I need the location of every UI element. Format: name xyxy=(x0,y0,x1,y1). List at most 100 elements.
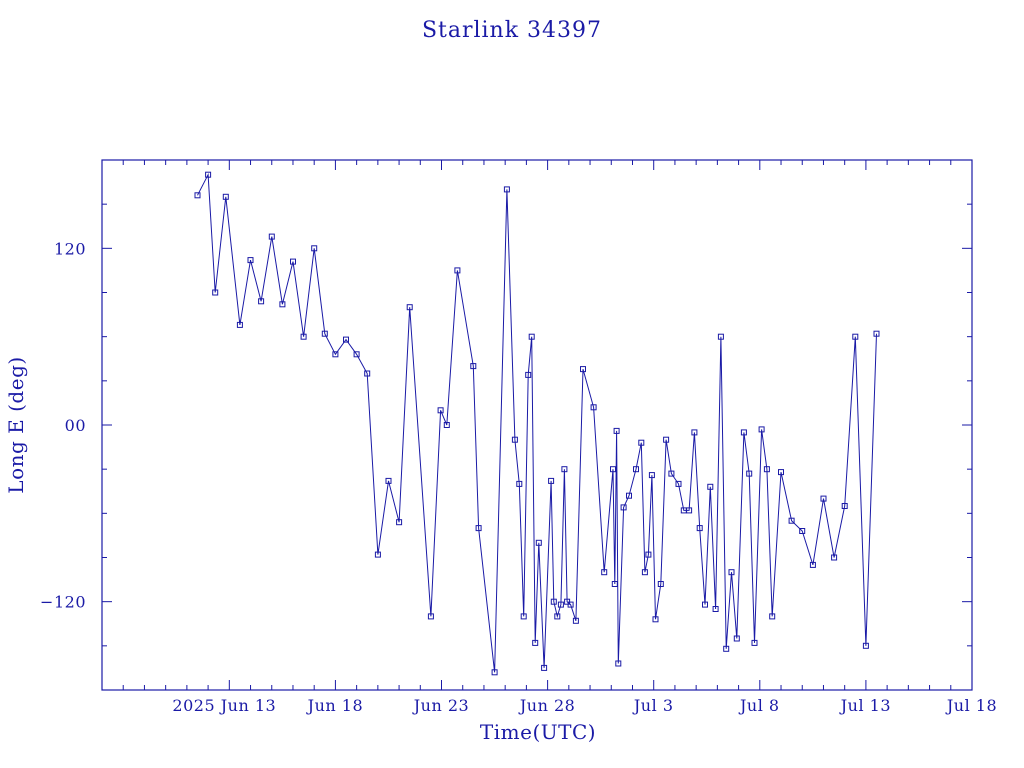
data-point xyxy=(648,472,655,479)
data-point xyxy=(353,351,360,358)
data-point xyxy=(332,351,339,358)
data-point xyxy=(194,192,201,199)
x-tick-label: Jul 8 xyxy=(738,696,780,715)
data-point xyxy=(758,426,765,433)
plot-frame xyxy=(101,159,973,691)
data-point xyxy=(763,466,770,473)
data-point xyxy=(541,664,548,671)
data-point xyxy=(561,466,568,473)
x-tick-label: Jul 3 xyxy=(632,696,674,715)
data-point xyxy=(525,371,532,378)
data-point xyxy=(615,660,622,667)
data-point xyxy=(746,470,753,477)
data-point xyxy=(712,606,719,612)
data-point xyxy=(535,539,542,546)
data-point xyxy=(374,551,381,558)
data-point xyxy=(503,186,510,193)
y-axis-label: Long E (deg) xyxy=(4,356,28,493)
data-point xyxy=(437,407,444,414)
x-tick-label: Jun 28 xyxy=(518,696,575,715)
series-line xyxy=(197,172,877,673)
data-point xyxy=(611,581,618,587)
data-point xyxy=(557,601,564,608)
data-point xyxy=(427,613,434,620)
data-point xyxy=(733,635,740,642)
data-point xyxy=(751,639,758,646)
data-point xyxy=(809,561,816,568)
x-tick-label: Jun 18 xyxy=(306,696,363,715)
data-point xyxy=(236,321,243,328)
data-point xyxy=(364,370,371,377)
data-point xyxy=(620,504,627,511)
data-point xyxy=(691,429,698,436)
data-point xyxy=(610,466,616,473)
data-point xyxy=(396,519,403,526)
data-point xyxy=(652,616,659,623)
data-point xyxy=(443,422,450,428)
data-point xyxy=(205,171,212,178)
data-point xyxy=(300,333,307,340)
data-point xyxy=(268,233,275,240)
data-point xyxy=(454,267,461,274)
data-point xyxy=(668,470,675,477)
x-axis-tick-labels: 2025 Jun 13 Jun 18 Jun 23 Jun 28 Jul 3 Jul 8 J… xyxy=(172,696,997,715)
data-point xyxy=(657,581,664,587)
data-point xyxy=(717,333,724,340)
y-tick-label: −120 xyxy=(40,593,86,612)
data-point xyxy=(613,427,620,434)
data-point xyxy=(311,245,318,252)
data-point xyxy=(831,554,838,561)
data-point xyxy=(290,258,296,265)
data-point xyxy=(590,404,597,411)
data-point xyxy=(778,469,784,476)
data-point xyxy=(601,569,608,576)
data-point xyxy=(707,483,714,490)
data-point xyxy=(532,639,539,646)
data-point xyxy=(385,477,392,484)
data-point xyxy=(247,257,254,264)
y-tick-label: 120 xyxy=(54,239,86,258)
x-tick-label: Jul 18 xyxy=(945,696,997,715)
data-point xyxy=(572,617,579,624)
y-tick-label: 00 xyxy=(65,416,86,435)
data-point xyxy=(548,477,555,484)
data-point xyxy=(475,525,482,532)
data-point xyxy=(799,528,806,534)
data-point xyxy=(638,439,645,446)
data-point xyxy=(406,304,413,311)
data-point xyxy=(728,569,735,576)
data-point xyxy=(641,569,648,576)
data-point xyxy=(702,601,708,608)
data-point xyxy=(212,289,219,296)
data-point xyxy=(550,598,557,605)
data-point xyxy=(873,330,880,337)
x-tick-label: Jun 23 xyxy=(412,696,469,715)
data-point xyxy=(279,301,286,308)
y-axis-tick-labels: 120 00 −120 xyxy=(40,239,86,612)
data-point xyxy=(516,480,523,487)
data-point xyxy=(723,645,730,652)
data-point xyxy=(740,429,747,436)
series-layer xyxy=(194,171,880,676)
data-point xyxy=(626,492,632,499)
data-point xyxy=(580,366,586,373)
data-point xyxy=(696,525,703,532)
x-axis-label: Time(UTC) xyxy=(480,720,596,744)
axis-ticks xyxy=(102,160,972,690)
data-point xyxy=(675,480,682,487)
data-point xyxy=(820,495,827,502)
data-point xyxy=(491,669,498,676)
data-point xyxy=(769,613,776,620)
data-point xyxy=(686,507,693,514)
x-tick-label: 2025 Jun 13 xyxy=(172,696,276,715)
data-point xyxy=(470,363,477,370)
data-point xyxy=(663,436,670,443)
data-point xyxy=(528,333,535,340)
data-point xyxy=(645,551,652,558)
plot-area xyxy=(101,159,973,691)
x-tick-label: Jul 13 xyxy=(839,696,891,715)
data-point xyxy=(222,193,229,200)
data-point xyxy=(788,517,795,524)
data-point xyxy=(852,333,859,340)
